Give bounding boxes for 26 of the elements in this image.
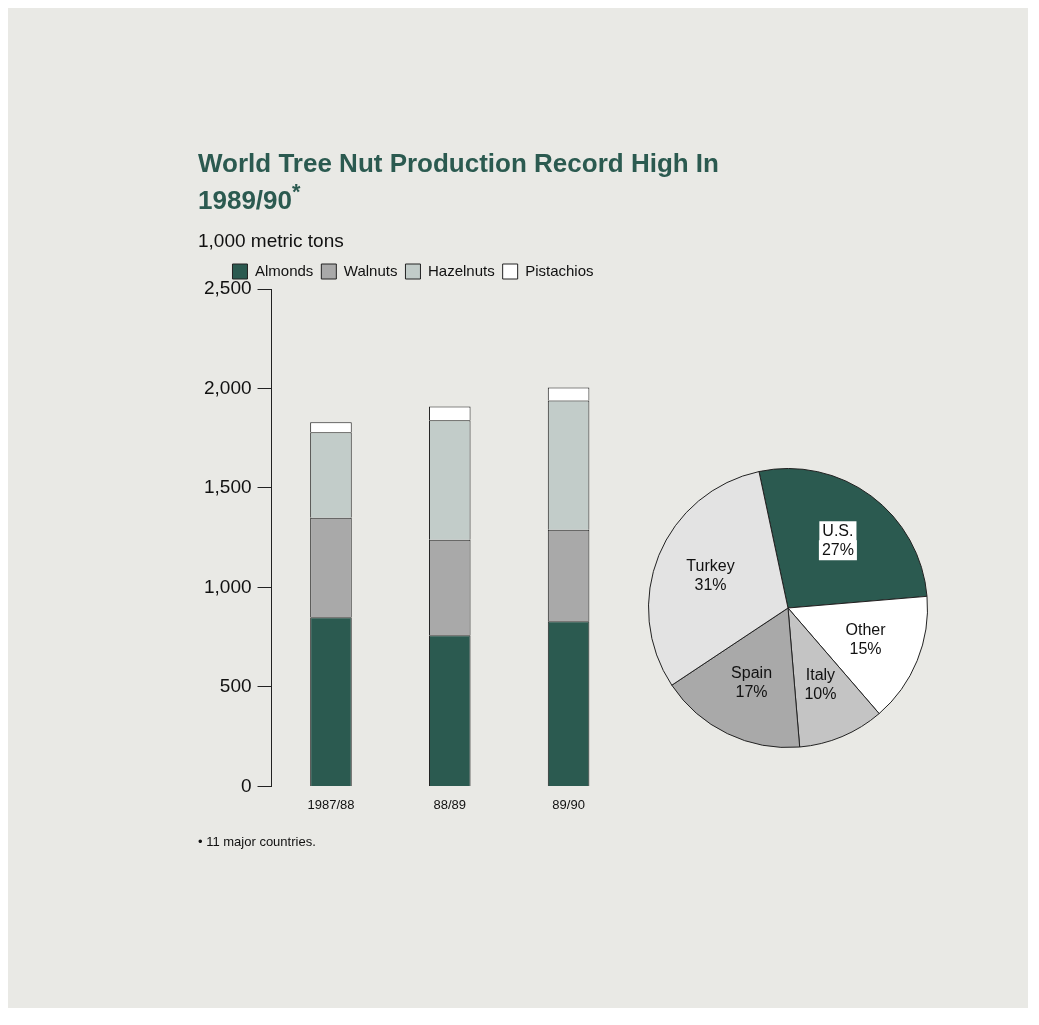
y-tick-label: 1,000 [204, 575, 252, 597]
slice-label: Italy [805, 666, 836, 684]
slice-label: U.S. [822, 521, 854, 539]
data-label: 31% [694, 576, 727, 594]
y-tick-label: 2,000 [204, 376, 252, 398]
slice-label: Spain [731, 664, 773, 682]
y-tick-label: 0 [240, 774, 252, 796]
y-tick-label: 2,500 [204, 276, 252, 298]
data-label: 17% [735, 683, 768, 701]
x-tick-label: 88/89 [433, 796, 467, 812]
slice-label: Turkey [686, 557, 735, 575]
x-tick-label: 89/90 [552, 796, 585, 812]
legend-label: Almonds [254, 261, 314, 279]
data-label: 27% [821, 540, 854, 558]
data-label: 10% [804, 685, 837, 703]
chart-title: World Tree Nut Production Record High In 1989/90$^{*}$ [198, 148, 720, 216]
slice-label: Other [845, 620, 887, 638]
y-tick-label: 500 [219, 674, 252, 696]
legend-label: Walnuts [343, 261, 398, 279]
text: • 11 major countries. [198, 833, 317, 849]
y-axis-title: 1,000 metric tons [198, 229, 345, 252]
data-label: 15% [849, 639, 882, 657]
legend-label: Pistachios [525, 261, 594, 279]
y-tick-label: 1,500 [204, 475, 252, 497]
legend-label: Hazelnuts [427, 261, 495, 279]
x-tick-label: 1987/88 [307, 796, 355, 812]
